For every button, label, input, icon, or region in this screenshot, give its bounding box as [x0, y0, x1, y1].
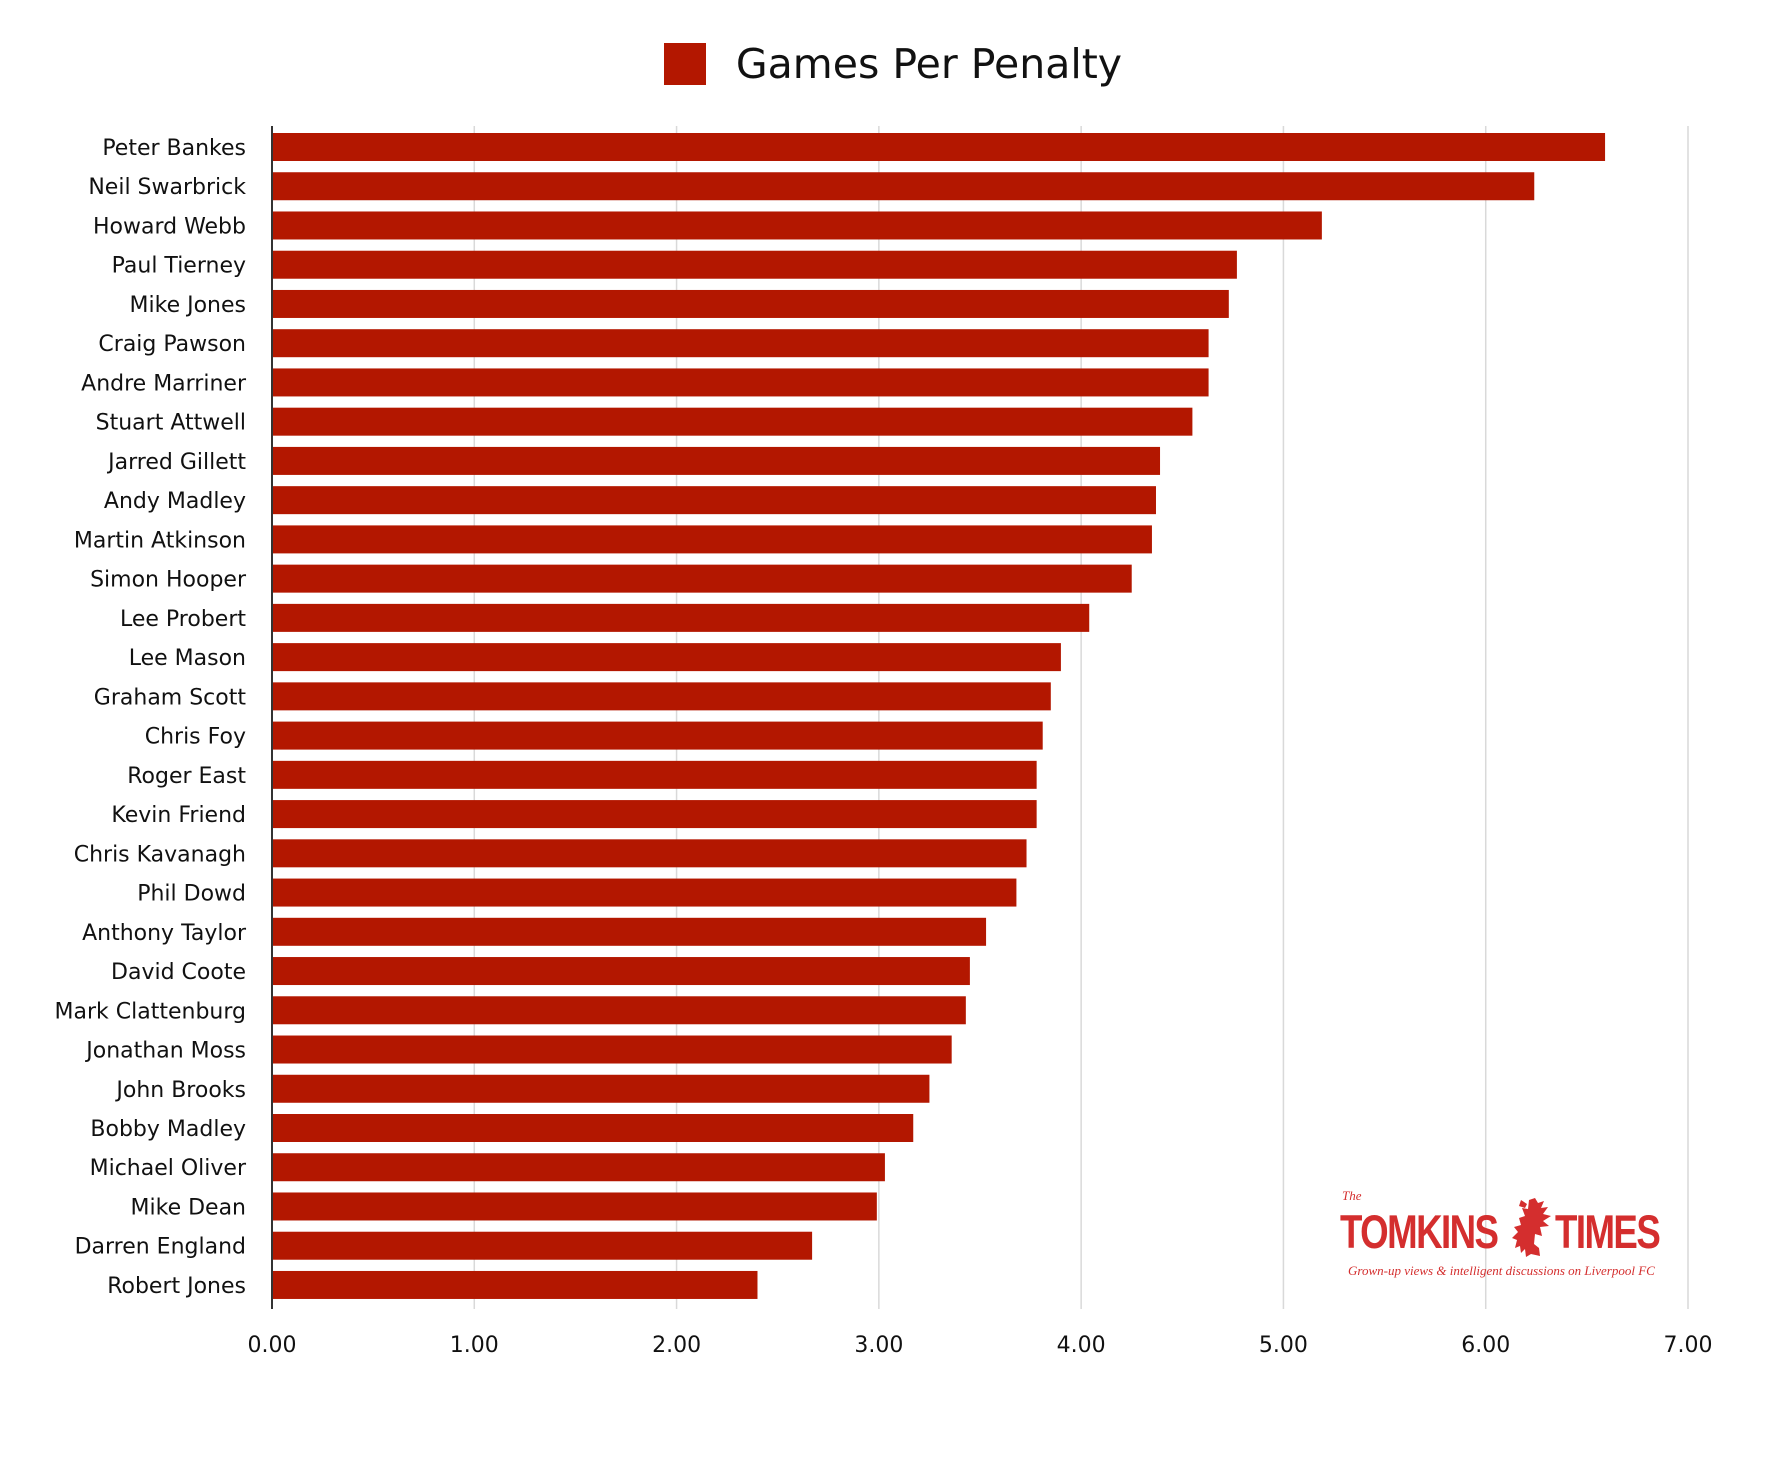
bar — [272, 760, 1037, 789]
bar — [272, 1231, 813, 1260]
category-label: Mike Dean — [131, 1195, 246, 1220]
category-label: Mike Jones — [130, 293, 246, 318]
category-label: Chris Kavanagh — [74, 842, 246, 867]
bar — [272, 721, 1043, 750]
category-label: Bobby Madley — [90, 1117, 246, 1142]
bar — [272, 486, 1156, 515]
bar — [272, 957, 970, 986]
bar — [272, 682, 1051, 711]
bar — [272, 1114, 914, 1142]
category-label: Graham Scott — [94, 685, 247, 710]
category-label: David Coote — [111, 960, 246, 985]
category-label: Anthony Taylor — [82, 921, 247, 946]
logo-word-left: TOMKINS — [1340, 1205, 1499, 1258]
bar — [272, 211, 1322, 240]
category-label: John Brooks — [114, 1078, 246, 1103]
logo-tagline: Grown-up views & intelligent discussions… — [1348, 1263, 1655, 1278]
x-tick-label: 2.00 — [652, 1333, 701, 1358]
x-tick-label: 1.00 — [450, 1333, 499, 1358]
bar — [272, 1153, 885, 1182]
bar — [272, 643, 1061, 672]
bar — [272, 525, 1152, 554]
bar — [272, 1035, 952, 1064]
grid — [473, 126, 1689, 1309]
category-label: Jonathan Moss — [84, 1039, 246, 1064]
x-tick-label: 5.00 — [1259, 1333, 1308, 1358]
bar — [272, 800, 1037, 829]
bars — [272, 133, 1606, 1299]
category-label: Kevin Friend — [111, 803, 246, 828]
bar — [272, 1074, 930, 1103]
bar — [272, 839, 1027, 868]
bar — [272, 329, 1209, 358]
bar — [272, 603, 1090, 632]
logo-word-right: TIMES — [1555, 1205, 1661, 1258]
category-label: Peter Bankes — [102, 136, 246, 161]
category-label: Darren England — [75, 1235, 246, 1260]
category-label: Chris Foy — [145, 725, 246, 750]
bar — [272, 289, 1229, 318]
bar — [272, 172, 1535, 201]
bar — [272, 407, 1193, 436]
category-label: Craig Pawson — [98, 332, 246, 357]
category-label: Neil Swarbrick — [88, 175, 246, 200]
category-label: Robert Jones — [107, 1274, 246, 1299]
x-tick-label: 4.00 — [1057, 1333, 1106, 1358]
category-label: Mark Clattenburg — [55, 999, 246, 1024]
bar — [272, 1270, 758, 1299]
category-label: Lee Mason — [129, 646, 246, 671]
x-tick-label: 7.00 — [1664, 1333, 1713, 1358]
publisher-logo: The TOMKINS TIMES Grown-up views & intel… — [1340, 1188, 1670, 1278]
category-label: Martin Atkinson — [74, 528, 246, 553]
x-tick-label: 3.00 — [854, 1333, 903, 1358]
category-label: Roger East — [127, 764, 246, 789]
legend: Games Per Penalty — [0, 40, 1786, 88]
bar — [272, 133, 1606, 161]
category-label: Simon Hooper — [90, 568, 247, 593]
bar — [272, 917, 987, 946]
category-label: Michael Oliver — [90, 1156, 247, 1181]
category-label: Phil Dowd — [137, 882, 246, 907]
bar — [272, 250, 1237, 279]
bar — [272, 1192, 877, 1221]
category-label: Lee Probert — [120, 607, 246, 632]
category-labels: Peter Bankes Neil Swarbrick Howard Webb Pau… — [55, 136, 247, 1299]
bar — [272, 878, 1017, 907]
x-tick-labels: 0.00 1.00 2.00 3.00 4.00 5.00 6.00 7.00 — [248, 1333, 1713, 1358]
liverbird-icon — [1512, 1198, 1551, 1257]
bar — [272, 996, 966, 1025]
bar — [272, 446, 1161, 475]
x-tick-label: 0.00 — [248, 1333, 297, 1358]
bar — [272, 564, 1132, 593]
legend-label: Games Per Penalty — [735, 40, 1123, 88]
legend-swatch — [663, 43, 706, 85]
logo-the: The — [1342, 1188, 1362, 1203]
category-label: Stuart Attwell — [96, 411, 246, 436]
x-tick-label: 6.00 — [1461, 1333, 1510, 1358]
category-label: Andre Marriner — [81, 371, 247, 396]
category-label: Paul Tierney — [112, 254, 246, 279]
category-label: Howard Webb — [93, 214, 246, 239]
bar — [272, 368, 1209, 397]
category-label: Jarred Gillett — [106, 450, 246, 475]
category-label: Andy Madley — [104, 489, 246, 514]
